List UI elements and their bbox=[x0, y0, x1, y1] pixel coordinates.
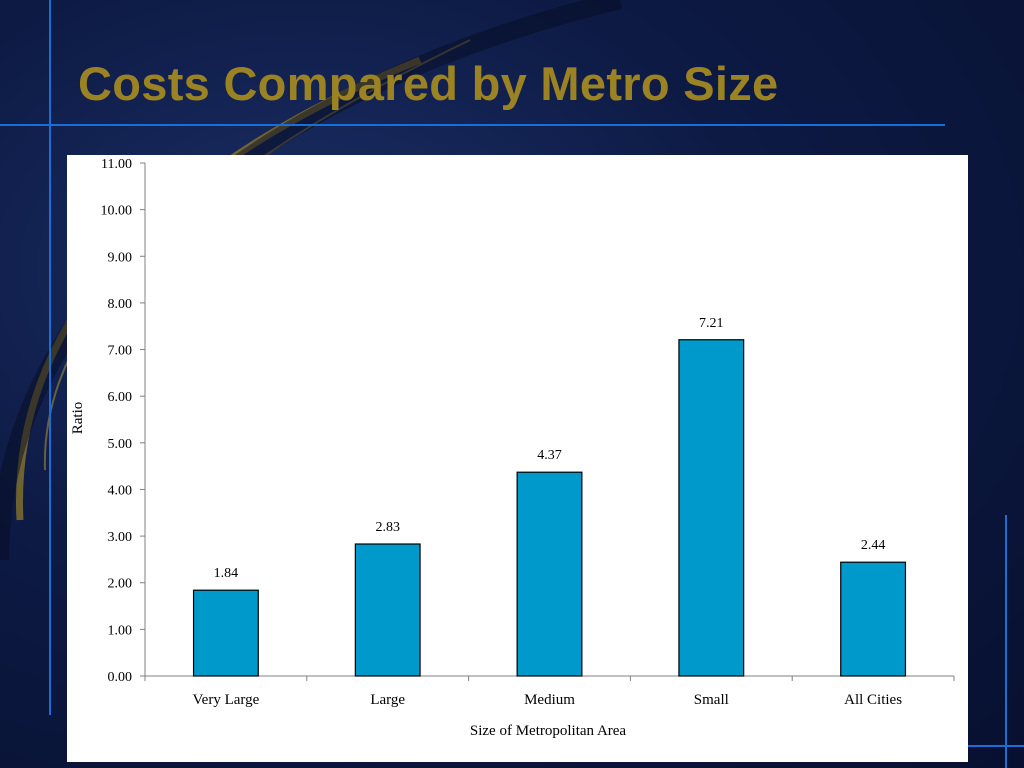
data-label: 1.84 bbox=[214, 566, 239, 581]
bar-chart: 0.00 1.00 2.00 3.00 4.00 5.00 6.00 7.00 8.00 9.00… bbox=[70, 157, 955, 739]
bar-all-cities bbox=[840, 561, 907, 677]
bar-very-large bbox=[192, 589, 259, 677]
y-tick-label: 0.00 bbox=[108, 670, 133, 685]
y-tick-label: 3.00 bbox=[108, 530, 133, 545]
y-axis-label: Ratio bbox=[70, 402, 86, 435]
x-tick-label: Small bbox=[694, 692, 729, 708]
data-label: 4.37 bbox=[537, 448, 562, 463]
x-axis: Very Large Large Medium Small All Cities bbox=[144, 675, 955, 708]
y-tick-label: 8.00 bbox=[108, 297, 133, 312]
bar-large bbox=[354, 543, 421, 677]
y-axis: 0.00 1.00 2.00 3.00 4.00 5.00 6.00 7.00 8.00 9.00… bbox=[101, 157, 146, 685]
x-tick-label: Very Large bbox=[193, 692, 260, 708]
data-label: 7.21 bbox=[699, 316, 724, 331]
y-tick-label: 1.00 bbox=[108, 623, 133, 638]
y-tick-label: 6.00 bbox=[108, 390, 133, 405]
x-tick-label: All Cities bbox=[844, 692, 902, 708]
bars: 1.84 2.83 4.37 7.21 2.44 bbox=[192, 316, 907, 677]
y-tick-label: 5.00 bbox=[108, 437, 133, 452]
y-tick-label: 4.00 bbox=[108, 483, 133, 498]
y-tick-label: 2.00 bbox=[108, 577, 133, 592]
data-label: 2.83 bbox=[375, 520, 400, 535]
y-tick-label: 11.00 bbox=[101, 157, 132, 172]
x-tick-label: Medium bbox=[524, 692, 575, 708]
slide-title: Costs Compared by Metro Size bbox=[78, 57, 779, 110]
y-tick-label: 10.00 bbox=[101, 204, 133, 219]
chart-panel: 0.00 1.00 2.00 3.00 4.00 5.00 6.00 7.00 8.00 9.00… bbox=[67, 155, 968, 762]
data-label: 2.44 bbox=[861, 538, 886, 553]
y-tick-label: 7.00 bbox=[108, 344, 133, 359]
x-tick-label: Large bbox=[370, 692, 405, 708]
bar-small bbox=[678, 339, 745, 677]
y-tick-label: 9.00 bbox=[108, 250, 133, 265]
bar-medium bbox=[516, 471, 583, 677]
x-axis-label: Size of Metropolitan Area bbox=[470, 723, 627, 739]
